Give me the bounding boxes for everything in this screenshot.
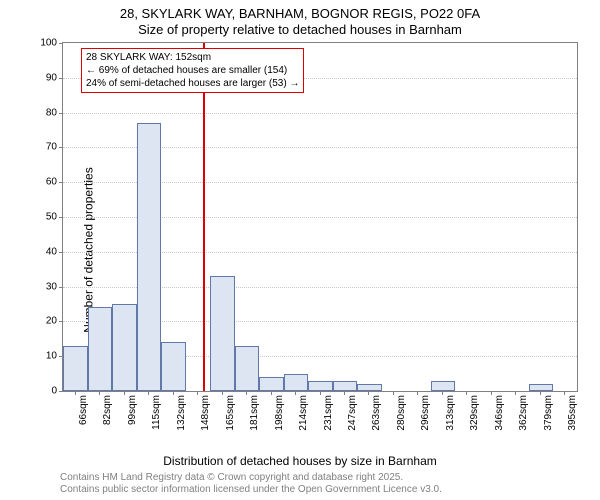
histogram-bar bbox=[88, 307, 113, 391]
x-tick-label: 181sqm bbox=[249, 395, 260, 431]
x-tick-label: 362sqm bbox=[518, 395, 529, 431]
y-tick-label: 0 bbox=[51, 386, 57, 397]
histogram-bar bbox=[161, 342, 186, 391]
x-tick-mark bbox=[540, 391, 541, 395]
annotation-line: 24% of semi-detached houses are larger (… bbox=[86, 77, 299, 90]
x-tick-mark bbox=[393, 391, 394, 395]
x-tick-label: 115sqm bbox=[151, 395, 162, 430]
reference-line bbox=[203, 43, 205, 391]
x-tick-mark bbox=[222, 391, 223, 395]
x-axis-label: Distribution of detached houses by size … bbox=[0, 454, 600, 468]
x-tick-label: 379sqm bbox=[543, 395, 554, 431]
x-tick-mark bbox=[148, 391, 149, 395]
x-tick-label: 198sqm bbox=[274, 395, 285, 431]
y-tick-mark bbox=[59, 217, 63, 218]
y-tick-label: 20 bbox=[46, 316, 57, 327]
x-tick-mark bbox=[368, 391, 369, 395]
histogram-bar bbox=[235, 346, 260, 391]
y-tick-mark bbox=[59, 391, 63, 392]
x-tick-mark bbox=[344, 391, 345, 395]
y-tick-label: 60 bbox=[46, 177, 57, 188]
histogram-bar bbox=[431, 381, 456, 391]
histogram-bar bbox=[259, 377, 284, 391]
histogram-bar bbox=[284, 374, 309, 391]
x-tick-mark bbox=[466, 391, 467, 395]
chart-title-line1: 28, SKYLARK WAY, BARNHAM, BOGNOR REGIS, … bbox=[0, 6, 600, 21]
x-tick-label: 231sqm bbox=[323, 395, 334, 431]
x-tick-mark bbox=[99, 391, 100, 395]
histogram-bar bbox=[137, 123, 162, 391]
x-tick-label: 313sqm bbox=[445, 395, 456, 431]
y-tick-mark bbox=[59, 147, 63, 148]
x-tick-mark bbox=[173, 391, 174, 395]
annotation-line: 28 SKYLARK WAY: 152sqm bbox=[86, 51, 299, 64]
footer-line1: Contains HM Land Registry data © Crown c… bbox=[60, 472, 442, 484]
y-tick-label: 70 bbox=[46, 142, 57, 153]
x-tick-label: 132sqm bbox=[176, 395, 187, 431]
x-tick-label: 66sqm bbox=[78, 395, 89, 425]
x-tick-mark bbox=[442, 391, 443, 395]
x-tick-mark bbox=[75, 391, 76, 395]
x-tick-mark bbox=[271, 391, 272, 395]
y-tick-label: 30 bbox=[46, 281, 57, 292]
y-tick-label: 90 bbox=[46, 72, 57, 83]
chart-plot-area: 010203040506070809010066sqm82sqm99sqm115… bbox=[62, 42, 578, 392]
histogram-bar bbox=[112, 304, 137, 391]
chart-footer: Contains HM Land Registry data © Crown c… bbox=[60, 472, 442, 496]
x-tick-mark bbox=[564, 391, 565, 395]
x-tick-label: 395sqm bbox=[567, 395, 578, 431]
y-tick-label: 50 bbox=[46, 212, 57, 223]
y-tick-label: 40 bbox=[46, 246, 57, 257]
x-tick-label: 247sqm bbox=[347, 395, 358, 431]
x-tick-label: 263sqm bbox=[371, 395, 382, 431]
x-tick-label: 165sqm bbox=[225, 395, 236, 431]
gridline bbox=[63, 113, 577, 114]
y-tick-mark bbox=[59, 287, 63, 288]
annotation-line: ← 69% of detached houses are smaller (15… bbox=[86, 64, 299, 77]
x-tick-label: 346sqm bbox=[494, 395, 505, 431]
x-tick-mark bbox=[124, 391, 125, 395]
histogram-bar bbox=[308, 381, 333, 391]
y-tick-mark bbox=[59, 182, 63, 183]
x-tick-mark bbox=[246, 391, 247, 395]
chart-title-line2: Size of property relative to detached ho… bbox=[0, 22, 600, 37]
y-tick-mark bbox=[59, 78, 63, 79]
histogram-bar bbox=[63, 346, 88, 391]
x-tick-mark bbox=[491, 391, 492, 395]
y-tick-label: 10 bbox=[46, 351, 57, 362]
x-tick-label: 296sqm bbox=[420, 395, 431, 431]
annotation-box: 28 SKYLARK WAY: 152sqm← 69% of detached … bbox=[81, 48, 304, 93]
histogram-bar bbox=[333, 381, 358, 391]
y-tick-label: 100 bbox=[40, 38, 57, 49]
histogram-bar bbox=[210, 276, 235, 391]
x-tick-mark bbox=[295, 391, 296, 395]
histogram-bar bbox=[357, 384, 382, 391]
y-tick-label: 80 bbox=[46, 107, 57, 118]
x-tick-label: 148sqm bbox=[200, 395, 211, 431]
y-tick-mark bbox=[59, 43, 63, 44]
y-tick-mark bbox=[59, 252, 63, 253]
x-tick-mark bbox=[417, 391, 418, 395]
y-tick-mark bbox=[59, 321, 63, 322]
histogram-bar bbox=[529, 384, 554, 391]
y-tick-mark bbox=[59, 113, 63, 114]
x-tick-label: 99sqm bbox=[127, 395, 138, 425]
x-tick-mark bbox=[515, 391, 516, 395]
x-tick-mark bbox=[197, 391, 198, 395]
x-tick-mark bbox=[320, 391, 321, 395]
x-tick-label: 280sqm bbox=[396, 395, 407, 431]
x-tick-label: 329sqm bbox=[469, 395, 480, 431]
x-tick-label: 214sqm bbox=[298, 395, 309, 431]
footer-line2: Contains public sector information licen… bbox=[60, 484, 442, 496]
x-tick-label: 82sqm bbox=[102, 395, 113, 425]
